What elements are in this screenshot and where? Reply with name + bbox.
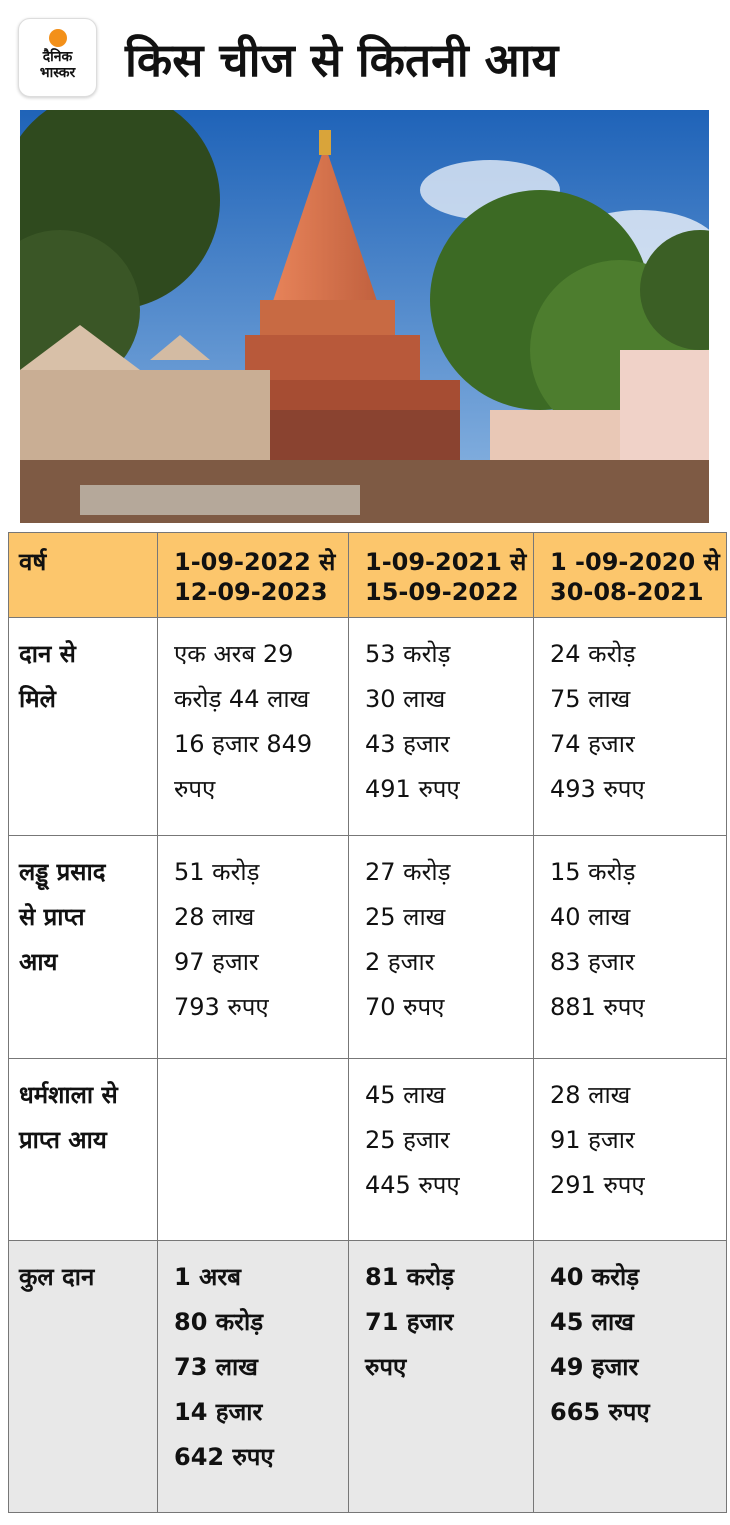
cell-line: 25 हजार [365, 1126, 450, 1154]
cell-line: 45 लाख [365, 1081, 446, 1109]
table-row: लड्डू प्रसाद से प्राप्त आय 51 करोड़ 28 लाख 97… [8, 835, 727, 1059]
table-cell: 53 करोड़ 30 लाख 43 हजार 491 रुपए [348, 617, 534, 836]
cell-line: एक अरब 29 [174, 640, 294, 668]
cell-line: 491 रुपए [365, 775, 460, 803]
temple-photo [20, 110, 709, 523]
table-cell: 1 अरब 80 करोड़ 73 लाख 14 हजार 642 रुपए [157, 1240, 349, 1513]
cell-line: 291 रुपए [550, 1171, 645, 1199]
cell-line: करोड़ 44 लाख [174, 685, 310, 713]
cell-line: लड्डू प्रसाद [19, 858, 106, 886]
cell-line: 1-09-2022 से [174, 548, 336, 576]
table-cell: 45 लाख 25 हजार 445 रुपए [348, 1058, 534, 1241]
cell-line: 73 लाख [174, 1353, 258, 1381]
cell-line: मिले [19, 685, 56, 713]
cell-line: प्राप्त आय [19, 1126, 107, 1154]
cell-line: 91 हजार [550, 1126, 635, 1154]
cell-line: रुपए [365, 1353, 407, 1381]
table-row: दान से मिले एक अरब 29 करोड़ 44 लाख 16 हजार 8… [8, 617, 727, 836]
table-cell: 1 -09-2020 से 30-08-2021 [533, 532, 727, 618]
table-body: वर्ष 1-09-2022 से 12-09-2023 1-09-2021 से 15… [8, 532, 727, 1513]
cell-line: दान से [19, 640, 76, 668]
cell-line: 51 करोड़ [174, 858, 260, 886]
table-cell: 27 करोड़ 25 लाख 2 हजार 70 रुपए [348, 835, 534, 1059]
logo-sun [48, 29, 67, 47]
table-cell: दान से मिले [8, 617, 158, 836]
cell-line: 81 करोड़ [365, 1263, 455, 1291]
cell-line: धर्मशाला से [19, 1081, 118, 1109]
cell-line: 28 लाख [174, 903, 255, 931]
cell-line: 642 रुपए [174, 1443, 274, 1471]
table-cell: एक अरब 29 करोड़ 44 लाख 16 हजार 849 रुपए [157, 617, 349, 836]
cell-line: 28 लाख [550, 1081, 631, 1109]
cell-line: 74 हजार [550, 730, 635, 758]
cell-line: 1 -09-2020 से [550, 548, 720, 576]
table-cell: वर्ष [8, 532, 158, 618]
cell-line: 49 हजार [550, 1353, 639, 1381]
cell-line: 1 अरब [174, 1263, 241, 1291]
cell-line: 27 करोड़ [365, 858, 451, 886]
cell-line: 71 हजार [365, 1308, 454, 1336]
cell-line: 16 हजार 849 [174, 730, 313, 758]
table-cell: लड्डू प्रसाद से प्राप्त आय [8, 835, 158, 1059]
table-cell: 1-09-2021 से 15-09-2022 [348, 532, 534, 618]
cell-line: 665 रुपए [550, 1398, 650, 1426]
cell-line: रुपए [174, 775, 216, 803]
cell-line: 881 रुपए [550, 993, 645, 1021]
cell-line: 24 करोड़ [550, 640, 636, 668]
table-cell: 51 करोड़ 28 लाख 97 हजार 793 रुपए [157, 835, 349, 1059]
cell-line: 15 करोड़ [550, 858, 636, 886]
cell-line: 25 लाख [365, 903, 446, 931]
cell-line: 793 रुपए [174, 993, 269, 1021]
cell-line: 80 करोड़ [174, 1308, 264, 1336]
cell-line: 30-08-2021 [550, 578, 704, 606]
table-row: कुल दान 1 अरब 80 करोड़ 73 लाख 14 हजार 642 रुप… [8, 1240, 727, 1513]
cell-line: 15-09-2022 [365, 578, 519, 606]
cell-line: 493 रुपए [550, 775, 645, 803]
table-cell: 1-09-2022 से 12-09-2023 [157, 532, 349, 618]
cell-line: 14 हजार [174, 1398, 263, 1426]
header-row: वर्ष 1-09-2022 से 12-09-2023 1-09-2021 से 15… [8, 532, 727, 618]
title: किस चीज से कितनी आय [125, 33, 559, 87]
cell-line: 70 रुपए [365, 993, 445, 1021]
table-cell: 40 करोड़ 45 लाख 49 हजार 665 रुपए [533, 1240, 727, 1513]
logo-text: भास्कर [39, 65, 76, 81]
table-row: धर्मशाला से प्राप्त आय 45 लाख 25 हजार 445 रु… [8, 1058, 727, 1241]
table-cell: 15 करोड़ 40 लाख 83 हजार 881 रुपए [533, 835, 727, 1059]
table-cell: धर्मशाला से प्राप्त आय [8, 1058, 158, 1241]
cell-line: 53 करोड़ [365, 640, 451, 668]
cell-line: 445 रुपए [365, 1171, 460, 1199]
cell-line: 40 लाख [550, 903, 631, 931]
cell-line: 97 हजार [174, 948, 259, 976]
cell-line: 1-09-2021 से [365, 548, 527, 576]
income-table: वर्ष 1-09-2022 से 12-09-2023 1-09-2021 से 15… [8, 532, 727, 1513]
cell-line: 83 हजार [550, 948, 635, 976]
cell-line: 43 हजार [365, 730, 450, 758]
cell-line: से प्राप्त [19, 903, 85, 931]
cell-line: 75 लाख [550, 685, 631, 713]
cell-line: आय [19, 948, 58, 976]
table-cell: कुल दान [8, 1240, 158, 1513]
cell-line: 30 लाख [365, 685, 446, 713]
logo: दैनिक भास्कर [18, 18, 97, 97]
logo-text: दैनिक [42, 49, 73, 65]
cell-line: 40 करोड़ [550, 1263, 640, 1291]
cell-line: 12-09-2023 [174, 578, 328, 606]
table-cell: 24 करोड़ 75 लाख 74 हजार 493 रुपए [533, 617, 727, 836]
table-cell: 81 करोड़ 71 हजार रुपए [348, 1240, 534, 1513]
table-cell: 28 लाख 91 हजार 291 रुपए [533, 1058, 727, 1241]
table-cell [157, 1058, 349, 1241]
cell-line: 45 लाख [550, 1308, 634, 1336]
cell-line: वर्ष [19, 548, 47, 576]
cell-line: 2 हजार [365, 948, 435, 976]
cell-line: कुल दान [19, 1263, 95, 1291]
